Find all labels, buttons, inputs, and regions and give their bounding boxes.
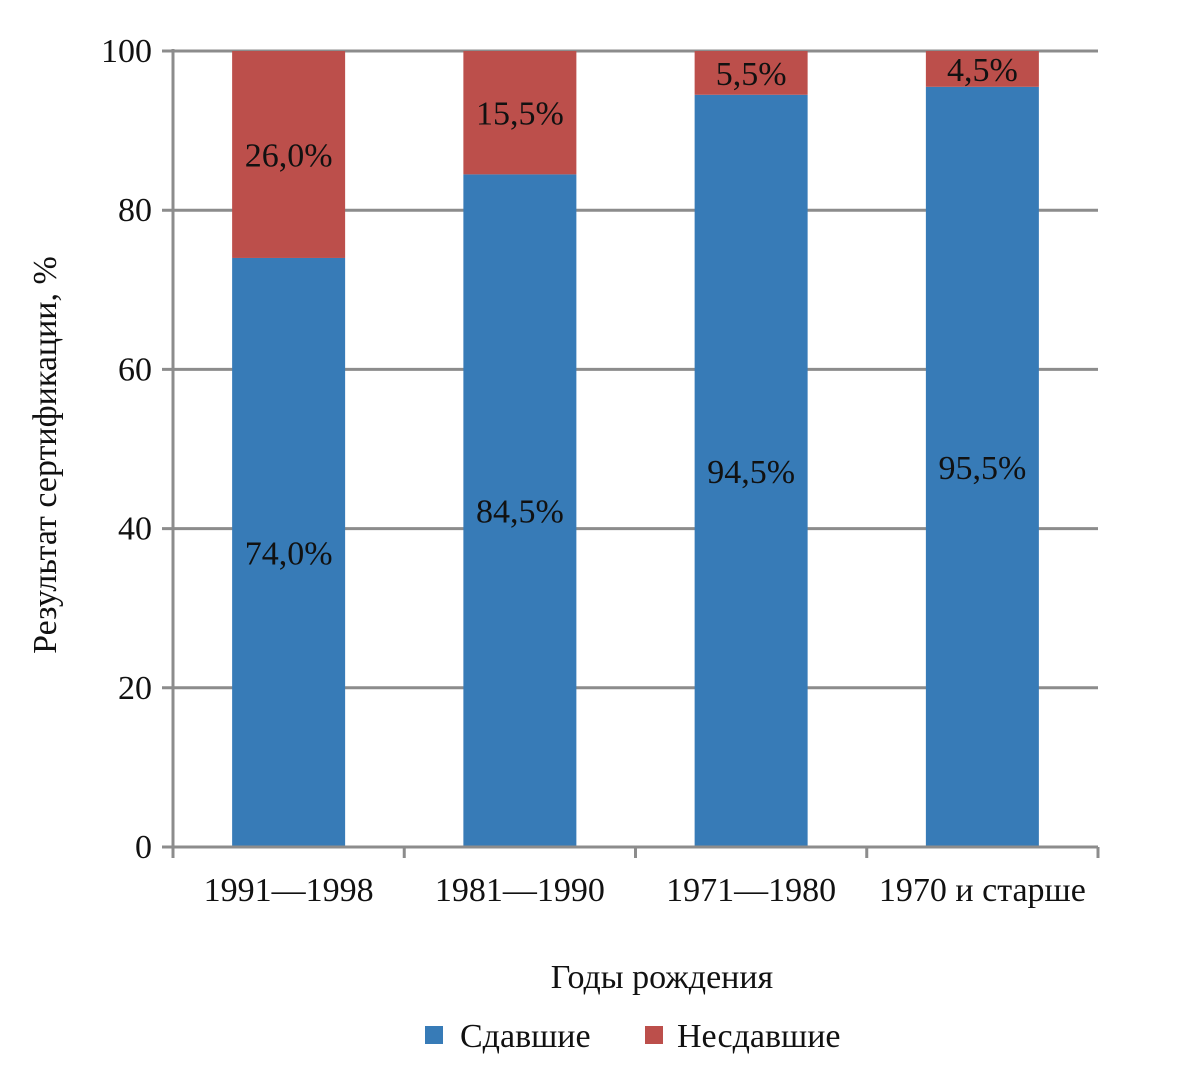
x-tick-label: 1971—1980 [666, 872, 836, 909]
y-axis-label: Результат сертификации, % [27, 256, 64, 654]
y-tick-label: 80 [118, 192, 152, 229]
legend: Сдавшие Несдавшие [425, 1018, 841, 1055]
bar-segment-passed [925, 86, 1039, 847]
x-tick-label: 1970 и старше [879, 872, 1086, 909]
data-label: 26,0% [245, 137, 333, 174]
bar-segment-failed [232, 51, 346, 258]
data-label: 4,5% [947, 52, 1018, 89]
bar-segment-failed [463, 51, 577, 175]
legend-label-passed: Сдавшие [460, 1018, 591, 1055]
y-tick-label: 40 [118, 511, 152, 548]
bar-segment-passed [232, 257, 346, 848]
data-label: 74,0% [245, 535, 333, 572]
data-label: 15,5% [476, 96, 564, 133]
x-axis-label: Годы рождения [551, 959, 774, 996]
data-label: 84,5% [476, 494, 564, 531]
bar-segment-passed [694, 94, 808, 847]
data-label: 95,5% [938, 450, 1026, 487]
bar-segment-failed [925, 51, 1039, 87]
data-label: 5,5% [716, 56, 787, 93]
y-tick-label: 0 [135, 829, 152, 866]
y-tick-label: 100 [101, 33, 152, 70]
x-tick-label: 1991—1998 [204, 872, 374, 909]
legend-swatch-passed [425, 1026, 443, 1044]
data-label: 94,5% [707, 454, 795, 491]
x-tick-label: 1981—1990 [435, 872, 605, 909]
legend-label-failed: Несдавшие [677, 1018, 841, 1055]
bar-segment-failed [694, 51, 808, 95]
legend-swatch-failed [645, 1026, 663, 1044]
bar-segment-passed [463, 174, 577, 847]
y-tick-label: 60 [118, 351, 152, 388]
y-tick-label: 20 [118, 670, 152, 707]
